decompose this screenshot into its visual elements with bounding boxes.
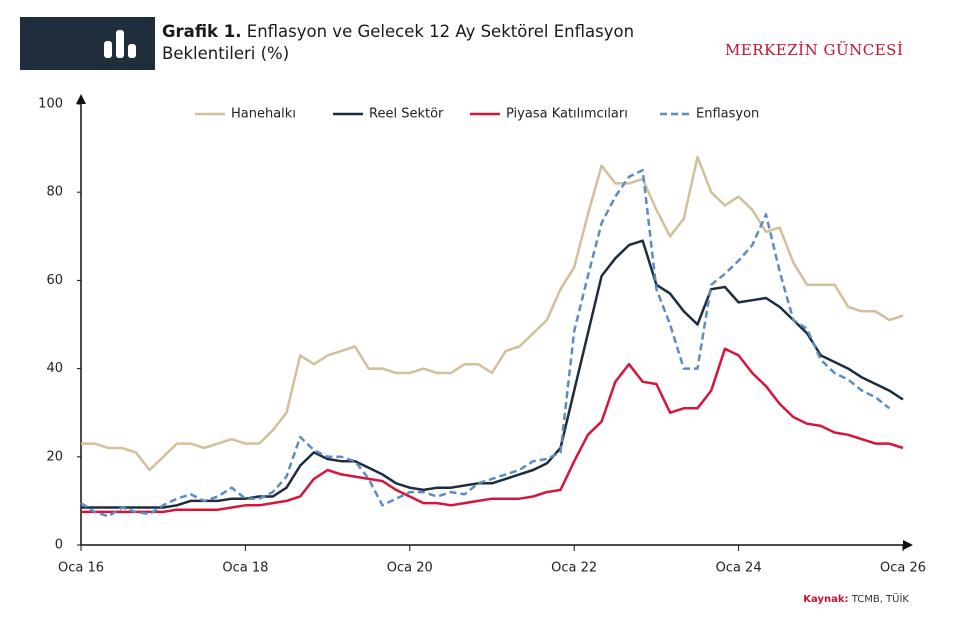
series-line — [81, 155, 904, 472]
x-axis-arrow — [903, 540, 913, 550]
series-line — [81, 347, 904, 514]
y-tick-label: 0 — [55, 538, 63, 553]
legend-label: Hanehalkı — [231, 107, 296, 122]
source-label: Kaynak: — [803, 594, 849, 605]
title-text: Enflasyon ve Gelecek 12 Ay Sektörel Enfl… — [162, 22, 635, 63]
legend-label: Enflasyon — [696, 107, 759, 122]
y-tick-label: 20 — [46, 449, 63, 464]
y-tick-label: 80 — [46, 185, 63, 200]
series-line — [81, 239, 904, 509]
x-tick-label: Oca 16 — [58, 561, 104, 576]
y-tick-label: 60 — [46, 273, 63, 288]
x-tick-label: Oca 24 — [716, 561, 762, 576]
y-axis-arrow — [76, 94, 86, 104]
header-box — [20, 17, 155, 70]
x-tick-label: Oca 22 — [551, 561, 597, 576]
x-tick-label: Oca 18 — [222, 561, 268, 576]
series-line — [80, 168, 891, 518]
brand: MERKEZİN GÜNCESİ — [725, 41, 904, 59]
y-tick-label: 100 — [38, 97, 63, 112]
title-label: Grafik 1. — [162, 22, 242, 41]
source: Kaynak: TCMB, TÜİK — [803, 594, 909, 605]
source-text: TCMB, TÜİK — [851, 594, 909, 605]
legend-label: Piyasa Katılımcıları — [506, 107, 628, 122]
chart-title: Grafik 1. Enflasyon ve Gelecek 12 Ay Sek… — [162, 21, 702, 65]
y-tick-label: 40 — [46, 361, 63, 376]
x-tick-label: Oca 26 — [880, 561, 926, 576]
legend-label: Reel Sektör — [369, 107, 444, 122]
header-icon — [104, 30, 136, 58]
x-tick-label: Oca 20 — [387, 561, 433, 576]
